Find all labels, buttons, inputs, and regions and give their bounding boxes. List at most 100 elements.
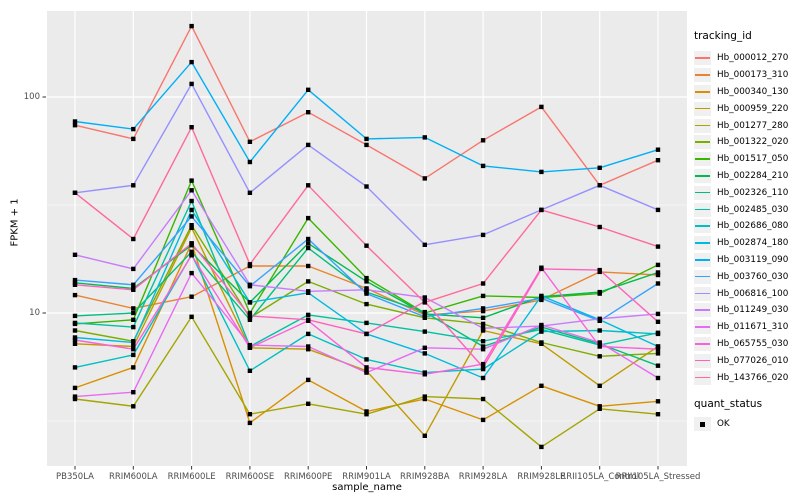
data-point [306, 215, 311, 221]
data-point [189, 270, 194, 276]
legend-key [694, 370, 711, 385]
series-color-line-icon [695, 376, 710, 379]
series-color-line-icon [695, 275, 710, 278]
data-point [72, 313, 78, 319]
x-tick-label: RRIM600LE [168, 472, 216, 482]
data-point [189, 198, 194, 204]
legend-entry-Hb_001277_280: Hb_001277_280 [694, 117, 798, 134]
legend-entry-label: Hb_077026_010 [717, 355, 789, 366]
data-point [539, 322, 544, 328]
data-point [72, 282, 78, 287]
data-point [306, 279, 311, 284]
data-point [247, 262, 253, 267]
data-point [539, 296, 544, 301]
data-point [422, 396, 427, 402]
data-point [306, 289, 311, 294]
data-point [597, 289, 602, 295]
data-point [131, 347, 136, 352]
y-tick-label-100: 100 [23, 92, 40, 102]
legend-key [694, 84, 711, 99]
data-point [189, 178, 194, 183]
data-point [131, 287, 136, 292]
x-tick-label: RRIM600LA [109, 472, 158, 482]
data-point [131, 404, 136, 409]
legend-key [694, 269, 711, 284]
data-point [364, 184, 369, 189]
data-point [131, 390, 136, 395]
data-point [72, 292, 78, 298]
data-point [480, 328, 486, 333]
data-point [422, 300, 427, 305]
legend-key [694, 135, 711, 150]
data-point [364, 301, 369, 307]
series-color-line-icon [695, 258, 710, 261]
data-point [655, 207, 661, 213]
data-point [539, 340, 544, 345]
data-point [189, 81, 194, 87]
legend-entry-label: Hb_143766_020 [717, 372, 789, 383]
data-point [306, 183, 311, 188]
data-point [597, 344, 602, 349]
data-point [364, 275, 369, 281]
data-point [655, 272, 661, 278]
data-point [655, 311, 661, 317]
legend-entry-Hb_003119_090: Hb_003119_090 [694, 252, 798, 269]
legend-entry-Hb_002485_030: Hb_002485_030 [694, 201, 798, 218]
data-point [480, 344, 486, 349]
data-point [539, 329, 544, 334]
legend-key [694, 353, 711, 368]
data-point [655, 363, 661, 368]
data-point [306, 241, 311, 246]
legend-entry-Hb_002686_080: Hb_002686_080 [694, 218, 798, 235]
data-point [247, 412, 253, 417]
legend-key [694, 236, 711, 251]
series-color-line-icon [695, 57, 710, 59]
data-point [422, 345, 427, 350]
data-point [597, 354, 602, 359]
data-point [131, 352, 136, 358]
data-point [247, 190, 253, 195]
data-point [131, 236, 136, 242]
series-color-line-icon [695, 208, 710, 211]
data-point [655, 158, 661, 163]
data-point [655, 244, 661, 249]
x-axis-title: sample_name [332, 482, 402, 493]
data-point [655, 344, 661, 349]
legend-entry-label: OK [717, 419, 730, 430]
series-color-line-icon [695, 309, 710, 311]
legend-entry-label: Hb_011249_030 [717, 305, 789, 316]
x-tick-label: RRIM600SE [226, 472, 275, 482]
data-point [306, 245, 311, 251]
legend-entry-label: Hb_003119_090 [717, 254, 789, 265]
data-point [189, 188, 194, 193]
data-point [247, 342, 253, 348]
data-point [247, 139, 253, 144]
data-point [306, 347, 311, 352]
data-point [306, 401, 311, 406]
legend-key [694, 152, 711, 167]
data-point [539, 266, 544, 272]
legend-entry-label: Hb_002874_180 [717, 238, 789, 249]
legend-entry-label: Hb_002284_210 [717, 170, 789, 181]
series-color-line-icon [695, 174, 710, 177]
x-tick-label: PB350LA [56, 472, 94, 482]
data-point [189, 23, 194, 29]
data-point [306, 344, 311, 349]
data-point [72, 396, 78, 402]
data-point [597, 340, 602, 345]
data-point [306, 110, 311, 115]
legend-key [694, 219, 711, 234]
legend-entry-label: Hb_003760_030 [717, 271, 789, 282]
data-point [480, 347, 486, 352]
data-point [480, 232, 486, 238]
data-point [422, 135, 427, 140]
x-tick-label: RRIM901LA [342, 472, 391, 482]
legend-key [694, 252, 711, 267]
data-point [597, 406, 602, 411]
legend-entry-label: Hb_001277_280 [717, 120, 789, 131]
data-point [655, 262, 661, 268]
data-point [72, 337, 78, 343]
data-point [364, 331, 369, 337]
data-point [480, 396, 486, 402]
data-point [306, 331, 311, 337]
